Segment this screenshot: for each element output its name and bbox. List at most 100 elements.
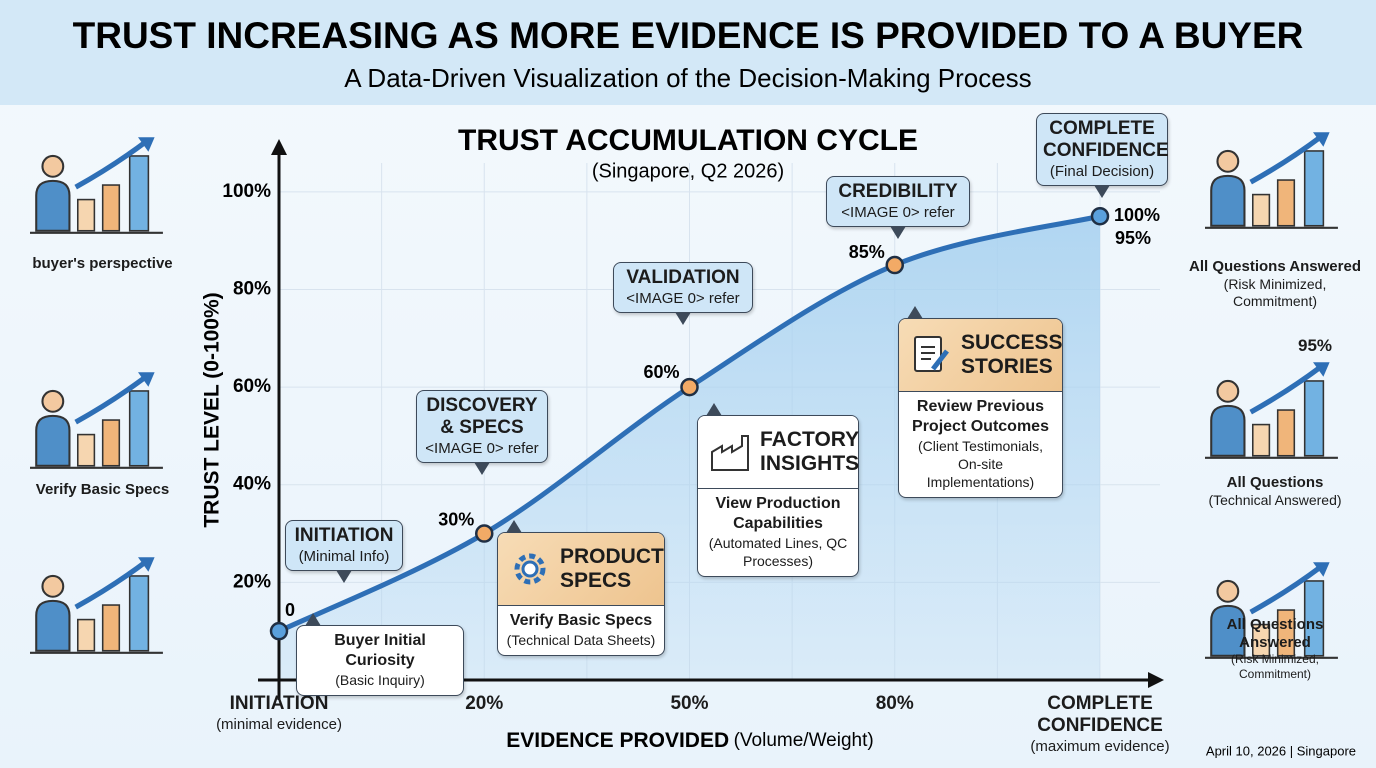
data-point bbox=[680, 377, 699, 397]
stage-callout: INITIATION (Minimal Info) bbox=[285, 520, 403, 583]
footer: April 10, 2026 | Singapore bbox=[1206, 743, 1356, 758]
card-heading: PRODUCT SPECS bbox=[560, 545, 664, 592]
x-axis-arrow bbox=[1148, 672, 1164, 688]
data-point bbox=[1090, 206, 1110, 226]
y-tick-label: 20% bbox=[233, 571, 271, 592]
y-axis-arrow bbox=[271, 139, 287, 155]
x-axis-title: EVIDENCE PROVIDED bbox=[506, 729, 729, 752]
stage-callout: COMPLETE CONFIDENCE (Final Decision) bbox=[1036, 113, 1169, 198]
buyer-icon bbox=[30, 372, 163, 468]
card-note: (Basic Inquiry) bbox=[335, 672, 425, 688]
callout-title: COMPLETE CONFIDENCE bbox=[1043, 118, 1169, 161]
y-tick-label: 60% bbox=[233, 376, 271, 397]
point-annotation: 30% bbox=[438, 509, 474, 529]
callout-title: DISCOVERY & SPECS bbox=[426, 395, 538, 438]
side-label: Verify Basic Specs bbox=[35, 481, 170, 498]
callout-title: CREDIBILITY bbox=[838, 181, 958, 202]
stage-callout: CREDIBILITY <IMAGE 0> refer bbox=[826, 176, 970, 239]
side-panel: All Questions Answered (Risk Minimized, C… bbox=[1220, 616, 1330, 682]
x-tick-label: 20% bbox=[465, 693, 504, 714]
side-title: All Questions Answered bbox=[1226, 616, 1324, 651]
y-tick-label: 40% bbox=[233, 474, 271, 495]
y-tick-label: 80% bbox=[233, 278, 271, 299]
x-tick-label: INITIATION bbox=[229, 693, 329, 714]
card-icon bbox=[711, 435, 749, 471]
card-note: (Client Testimonials, On-site Implementa… bbox=[917, 438, 1043, 490]
card-body: Buyer Initial Curiosity (Basic Inquiry) bbox=[297, 626, 463, 695]
chart-subtitle: (Singapore, Q2 2026) bbox=[592, 160, 784, 182]
buyer-icon bbox=[30, 557, 163, 653]
side-note: (Risk Minimized, Commitment) bbox=[1223, 276, 1327, 309]
area bbox=[279, 216, 1100, 680]
x-tick: 80% bbox=[815, 693, 975, 715]
side-title: All Questions bbox=[1226, 474, 1324, 491]
y-tick-label: 100% bbox=[222, 181, 271, 202]
side-title: All Questions Answered bbox=[1189, 258, 1361, 275]
page-subtitle: A Data-Driven Visualization of the Decis… bbox=[344, 63, 1031, 93]
point-annotation: 0 bbox=[285, 600, 295, 620]
side-note: (Risk Minimized, Commitment) bbox=[1230, 652, 1319, 681]
x-tick-label: 50% bbox=[670, 693, 709, 714]
card-icon bbox=[514, 553, 546, 585]
card-title: Review Previous Project Outcomes bbox=[912, 398, 1049, 435]
side-note: (Technical Answered) bbox=[1208, 492, 1342, 508]
card-note: (Automated Lines, QC Processes) bbox=[708, 535, 848, 569]
x-axis-note: (Volume/Weight) bbox=[734, 730, 874, 751]
data-point bbox=[475, 524, 494, 543]
side-panel: All Questions Answered (Risk Minimized, C… bbox=[1185, 258, 1365, 310]
info-card: Buyer Initial Curiosity (Basic Inquiry) bbox=[296, 613, 464, 696]
card-body: View Production Capabilities (Automated L… bbox=[698, 489, 858, 576]
buyer-icon bbox=[30, 137, 163, 233]
x-tick-label: 80% bbox=[875, 693, 914, 714]
chart-title: TRUST ACCUMULATION CYCLE bbox=[458, 124, 918, 157]
card-header: FACTORY INSIGHTS bbox=[698, 416, 860, 489]
point-annotation: 85% bbox=[849, 242, 885, 262]
x-tick: 20% bbox=[404, 693, 564, 715]
card-heading: FACTORY INSIGHTS bbox=[760, 428, 860, 475]
x-tick: 50% bbox=[610, 693, 770, 715]
side-badge: 95% bbox=[1297, 336, 1333, 355]
side-panel: All Questions (Technical Answered) bbox=[1185, 474, 1365, 509]
data-point bbox=[885, 255, 904, 275]
data-point bbox=[269, 621, 289, 641]
card-title: View Production Capabilities bbox=[715, 495, 841, 532]
point-annotation: 95% bbox=[1115, 228, 1151, 248]
callout-title: VALIDATION bbox=[626, 267, 740, 288]
card-icon bbox=[914, 336, 949, 372]
card-title: Verify Basic Specs bbox=[509, 612, 653, 629]
stage-callout: DISCOVERY & SPECS <IMAGE 0> refer bbox=[416, 390, 548, 475]
x-tick-note: (minimal evidence) bbox=[216, 716, 342, 733]
point-annotation: 60% bbox=[643, 362, 679, 382]
callout-note: (Minimal Info) bbox=[298, 548, 390, 565]
side-label: buyer's perspective bbox=[32, 255, 173, 272]
card-body: Verify Basic Specs (Technical Data Sheets… bbox=[498, 606, 664, 655]
info-card: SUCCESS STORIES Review Previous Project O… bbox=[898, 306, 1063, 498]
card-heading: SUCCESS STORIES bbox=[961, 331, 1063, 378]
buyer-icon bbox=[1205, 132, 1338, 228]
card-header: SUCCESS STORIES bbox=[899, 319, 1063, 392]
page-title: TRUST INCREASING AS MORE EVIDENCE IS PRO… bbox=[73, 15, 1304, 56]
buyer-icon bbox=[1205, 362, 1338, 458]
stage-callout: VALIDATION <IMAGE 0> refer bbox=[613, 262, 753, 325]
x-tick-label: COMPLETE CONFIDENCE bbox=[1037, 693, 1163, 736]
end-annotation: 100% bbox=[1114, 205, 1160, 225]
info-card: FACTORY INSIGHTS View Production Capabili… bbox=[697, 403, 860, 577]
callout-title: INITIATION bbox=[294, 525, 394, 546]
callout-note: <IMAGE 0> refer bbox=[626, 290, 740, 307]
y-axis-label: TRUST LEVEL (0-100%) bbox=[201, 292, 224, 527]
callout-note: (Final Decision) bbox=[1049, 163, 1155, 180]
card-body: Review Previous Project Outcomes (Client … bbox=[899, 392, 1062, 497]
info-card: PRODUCT SPECS Verify Basic Specs (Technica… bbox=[497, 520, 665, 656]
callout-note: <IMAGE 0> refer bbox=[841, 204, 955, 221]
x-tick: COMPLETE CONFIDENCE (maximum evidence) bbox=[1020, 693, 1180, 757]
card-header: PRODUCT SPECS bbox=[498, 533, 664, 606]
header-band bbox=[0, 0, 1376, 105]
card-title: Buyer Initial Curiosity bbox=[334, 632, 426, 669]
x-axis-label: EVIDENCE PROVIDED (Volume/Weight) bbox=[506, 729, 873, 752]
callout-note: <IMAGE 0> refer bbox=[425, 440, 539, 457]
card-note: (Technical Data Sheets) bbox=[506, 632, 656, 648]
x-tick: INITIATION (minimal evidence) bbox=[199, 693, 359, 735]
x-tick-note: (maximum evidence) bbox=[1030, 738, 1170, 755]
